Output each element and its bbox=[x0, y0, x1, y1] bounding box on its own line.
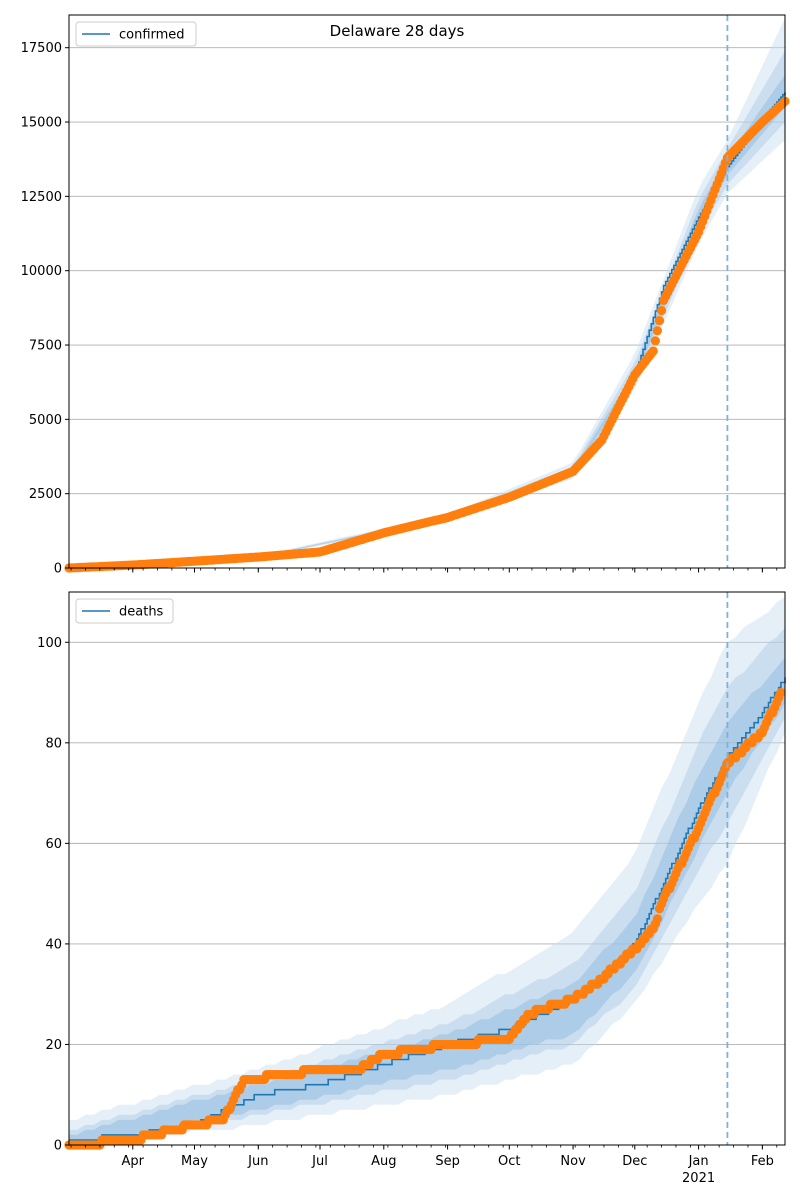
confirmed-panel: 0 2500 5000 7500 10000 12500 15000 17500 Delawar… bbox=[21, 14, 790, 577]
observed-point bbox=[657, 305, 667, 316]
observed-point bbox=[652, 326, 663, 336]
y-tick-label: 7500 bbox=[29, 339, 62, 354]
y-tick-label: 2500 bbox=[29, 487, 62, 502]
observed-point bbox=[650, 336, 661, 346]
observed-point bbox=[652, 914, 663, 924]
x-year-label: 2021 bbox=[682, 1171, 715, 1186]
confirmed-line bbox=[69, 92, 786, 569]
uncertainty-band-1 bbox=[69, 597, 785, 1145]
x-tick-label: Feb bbox=[751, 1154, 774, 1169]
observed-point bbox=[776, 687, 786, 698]
x-tick-label: Oct bbox=[498, 1154, 520, 1169]
y-tick-label: 5000 bbox=[29, 413, 62, 428]
observed-point bbox=[654, 316, 665, 326]
x-tick-label: Aug bbox=[371, 1154, 396, 1169]
y-tick-label: 17500 bbox=[21, 41, 62, 56]
plot-frame bbox=[68, 591, 786, 1146]
legend-box bbox=[75, 21, 197, 47]
x-tick-label: Sep bbox=[435, 1154, 460, 1169]
uncertainty-band-2 bbox=[69, 627, 785, 1145]
observed-point bbox=[648, 346, 658, 356]
legend-label: deaths bbox=[119, 605, 164, 620]
x-tick-label: Nov bbox=[560, 1154, 586, 1169]
y-tick-label: 10000 bbox=[21, 264, 62, 279]
uncertainty-band-1 bbox=[69, 18, 785, 568]
deaths-panel: 0 20 40 60 80 100 Apr May Jun Jul Aug Sep Oct Nov Dec J… bbox=[37, 591, 786, 1186]
y-tick-label: 20 bbox=[45, 1038, 62, 1053]
y-tick-label: 0 bbox=[54, 1139, 62, 1154]
legend-label: confirmed bbox=[119, 28, 185, 43]
legend-box bbox=[75, 598, 174, 624]
x-tick-label: Dec bbox=[622, 1154, 647, 1169]
y-tick-label: 40 bbox=[45, 937, 62, 952]
x-tick-label: Jul bbox=[311, 1154, 328, 1169]
y-tick-label: 15000 bbox=[21, 116, 62, 131]
chart-title: Delaware 28 days bbox=[330, 22, 465, 40]
x-tick-label: Apr bbox=[122, 1154, 145, 1169]
y-tick-label: 100 bbox=[37, 636, 62, 651]
x-tick-label: Jan bbox=[688, 1154, 709, 1169]
uncertainty-band-2 bbox=[69, 50, 785, 568]
plot-frame bbox=[68, 14, 786, 569]
x-tick-label: Jun bbox=[247, 1154, 268, 1169]
observed-points bbox=[64, 96, 790, 573]
legend: deaths bbox=[75, 598, 174, 624]
x-tick-label: May bbox=[181, 1154, 208, 1169]
y-tick-label: 60 bbox=[45, 837, 62, 852]
y-tick-label: 80 bbox=[45, 736, 62, 751]
y-tick-label: 0 bbox=[54, 562, 62, 577]
y-tick-label: 12500 bbox=[21, 190, 62, 205]
legend: confirmed bbox=[75, 21, 197, 47]
